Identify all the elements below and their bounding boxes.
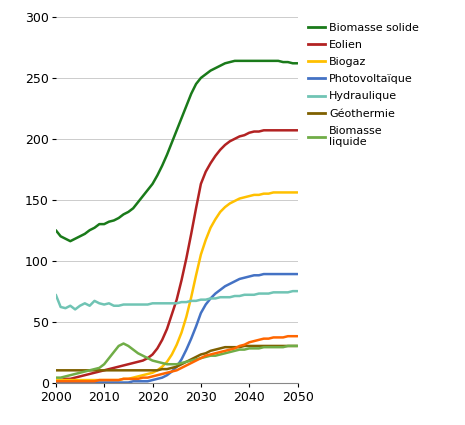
Legend: Biomasse solide, Eolien, Biogaz, Photovoltaïque, Hydraulique, Géothermie, Biomas: Biomasse solide, Eolien, Biogaz, Photovo… bbox=[308, 23, 419, 147]
